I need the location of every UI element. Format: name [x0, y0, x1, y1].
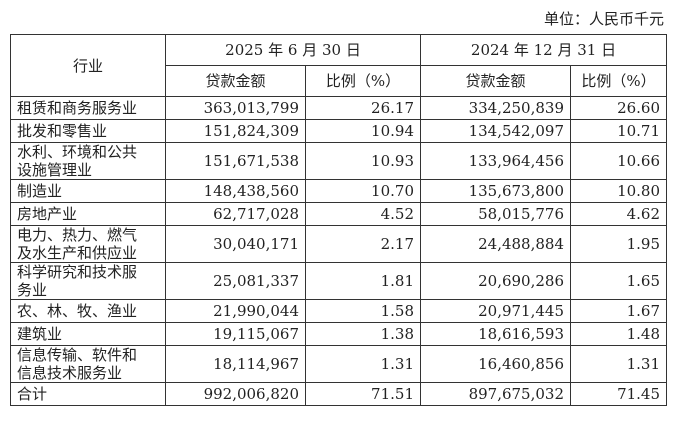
- value-cell: 19,115,067: [165, 322, 306, 346]
- value-cell: 1.31: [305, 345, 421, 383]
- header-row: 贷款金额 比例（%） 贷款金额 比例（%）: [11, 65, 668, 97]
- value-cell: 334,250,839: [420, 96, 571, 120]
- value-cell: 10.66: [569, 142, 668, 180]
- value-cell: 1.58: [305, 299, 421, 323]
- value-cell: 24,488,884: [420, 225, 571, 263]
- industry-cell: 制造业: [10, 179, 166, 203]
- value-cell: 151,671,538: [165, 142, 306, 180]
- table-row: 建筑业 19,115,067 1.38 18,616,593 1.48: [10, 322, 668, 346]
- value-cell: 133,964,456: [420, 142, 571, 180]
- table-row: 租赁和商务服务业 363,013,799 26.17 334,250,839 26.60: [10, 96, 668, 120]
- column-header: 比例（%）: [569, 65, 668, 97]
- industry-cell: 信息传输、软件和信息技术服务业: [10, 345, 166, 383]
- period-header: 2024 年 12 月 31 日: [419, 34, 668, 66]
- industry-cell: 水利、环境和公共设施管理业: [10, 142, 166, 180]
- industry-header: 行业: [10, 34, 166, 97]
- industry-cell: 租赁和商务服务业: [10, 96, 166, 120]
- value-cell: 363,013,799: [165, 96, 306, 120]
- value-cell: 18,616,593: [420, 322, 571, 346]
- column-header: 比例（%）: [305, 65, 421, 97]
- industry-cell: 批发和零售业: [10, 119, 166, 143]
- value-cell: 10.93: [305, 142, 421, 180]
- value-cell: 2.17: [305, 225, 421, 263]
- value-cell: 1.95: [569, 225, 668, 263]
- value-cell: 134,542,097: [420, 119, 571, 143]
- value-cell: 897,675,032: [420, 382, 571, 406]
- industry-cell: 农、林、牧、渔业: [10, 299, 166, 323]
- period-header: 2025 年 6 月 30 日: [165, 34, 421, 66]
- value-cell: 26.17: [305, 96, 421, 120]
- value-cell: 1.38: [305, 322, 421, 346]
- value-cell: 71.45: [569, 382, 668, 406]
- value-cell: 1.65: [569, 262, 668, 300]
- table-row: 农、林、牧、渔业 21,990,044 1.58 20,971,445 1.67: [10, 299, 668, 323]
- table-row: 信息传输、软件和信息技术服务业 18,114,967 1.31 16,460,856 1…: [10, 345, 668, 383]
- table-row: 房地产业 62,717,028 4.52 58,015,776 4.62: [10, 202, 668, 226]
- value-cell: 4.62: [569, 202, 668, 226]
- value-cell: 10.70: [305, 179, 421, 203]
- table-row: 制造业 148,438,560 10.70 135,673,800 10.80: [10, 179, 668, 203]
- value-cell: 4.52: [305, 202, 421, 226]
- value-cell: 151,824,309: [165, 119, 306, 143]
- industry-cell: 电力、热力、燃气及水生产和供应业: [10, 225, 166, 263]
- table-row: 批发和零售业 151,824,309 10.94 134,542,097 10.71: [10, 119, 668, 143]
- column-header: 贷款金额: [165, 65, 306, 97]
- table-body: 租赁和商务服务业 363,013,799 26.17 334,250,839 26.60…: [10, 96, 668, 406]
- value-cell: 135,673,800: [420, 179, 571, 203]
- value-cell: 1.31: [569, 345, 668, 383]
- header-row: 行业 2025 年 6 月 30 日 2024 年 12 月 31 日: [10, 34, 668, 97]
- industry-cell: 建筑业: [10, 322, 166, 346]
- industry-cell: 科学研究和技术服务业: [10, 262, 166, 300]
- column-header: 贷款金额: [420, 65, 571, 97]
- value-cell: 10.94: [305, 119, 421, 143]
- table-row: 水利、环境和公共设施管理业 151,671,538 10.93 133,964,456…: [10, 142, 668, 180]
- value-cell: 1.48: [569, 322, 668, 346]
- value-cell: 30,040,171: [165, 225, 306, 263]
- table-row: 电力、热力、燃气及水生产和供应业 30,040,171 2.17 24,488,884…: [10, 225, 668, 263]
- industry-cell: 合计: [10, 382, 166, 406]
- value-cell: 148,438,560: [165, 179, 306, 203]
- value-cell: 1.81: [305, 262, 421, 300]
- value-cell: 58,015,776: [420, 202, 571, 226]
- value-cell: 20,971,445: [420, 299, 571, 323]
- value-cell: 25,081,337: [165, 262, 306, 300]
- value-cell: 21,990,044: [165, 299, 306, 323]
- value-cell: 18,114,967: [165, 345, 306, 383]
- value-cell: 10.80: [569, 179, 668, 203]
- value-cell: 16,460,856: [420, 345, 571, 383]
- table-row: 合计 992,006,820 71.51 897,675,032 71.45: [10, 382, 668, 406]
- value-cell: 20,690,286: [420, 262, 571, 300]
- value-cell: 992,006,820: [165, 382, 306, 406]
- industry-cell: 房地产业: [10, 202, 166, 226]
- loan-table: 行业 2025 年 6 月 30 日 2024 年 12 月 31 日贷款金额 比例（…: [10, 34, 668, 406]
- value-cell: 10.71: [569, 119, 668, 143]
- value-cell: 71.51: [305, 382, 421, 406]
- value-cell: 26.60: [569, 96, 668, 120]
- value-cell: 62,717,028: [165, 202, 306, 226]
- table-header: 行业 2025 年 6 月 30 日 2024 年 12 月 31 日贷款金额 比例（…: [10, 34, 668, 97]
- unit-note: 单位：人民币千元: [543, 10, 664, 28]
- value-cell: 1.67: [569, 299, 668, 323]
- table-row: 科学研究和技术服务业 25,081,337 1.81 20,690,286 1.65: [10, 262, 668, 300]
